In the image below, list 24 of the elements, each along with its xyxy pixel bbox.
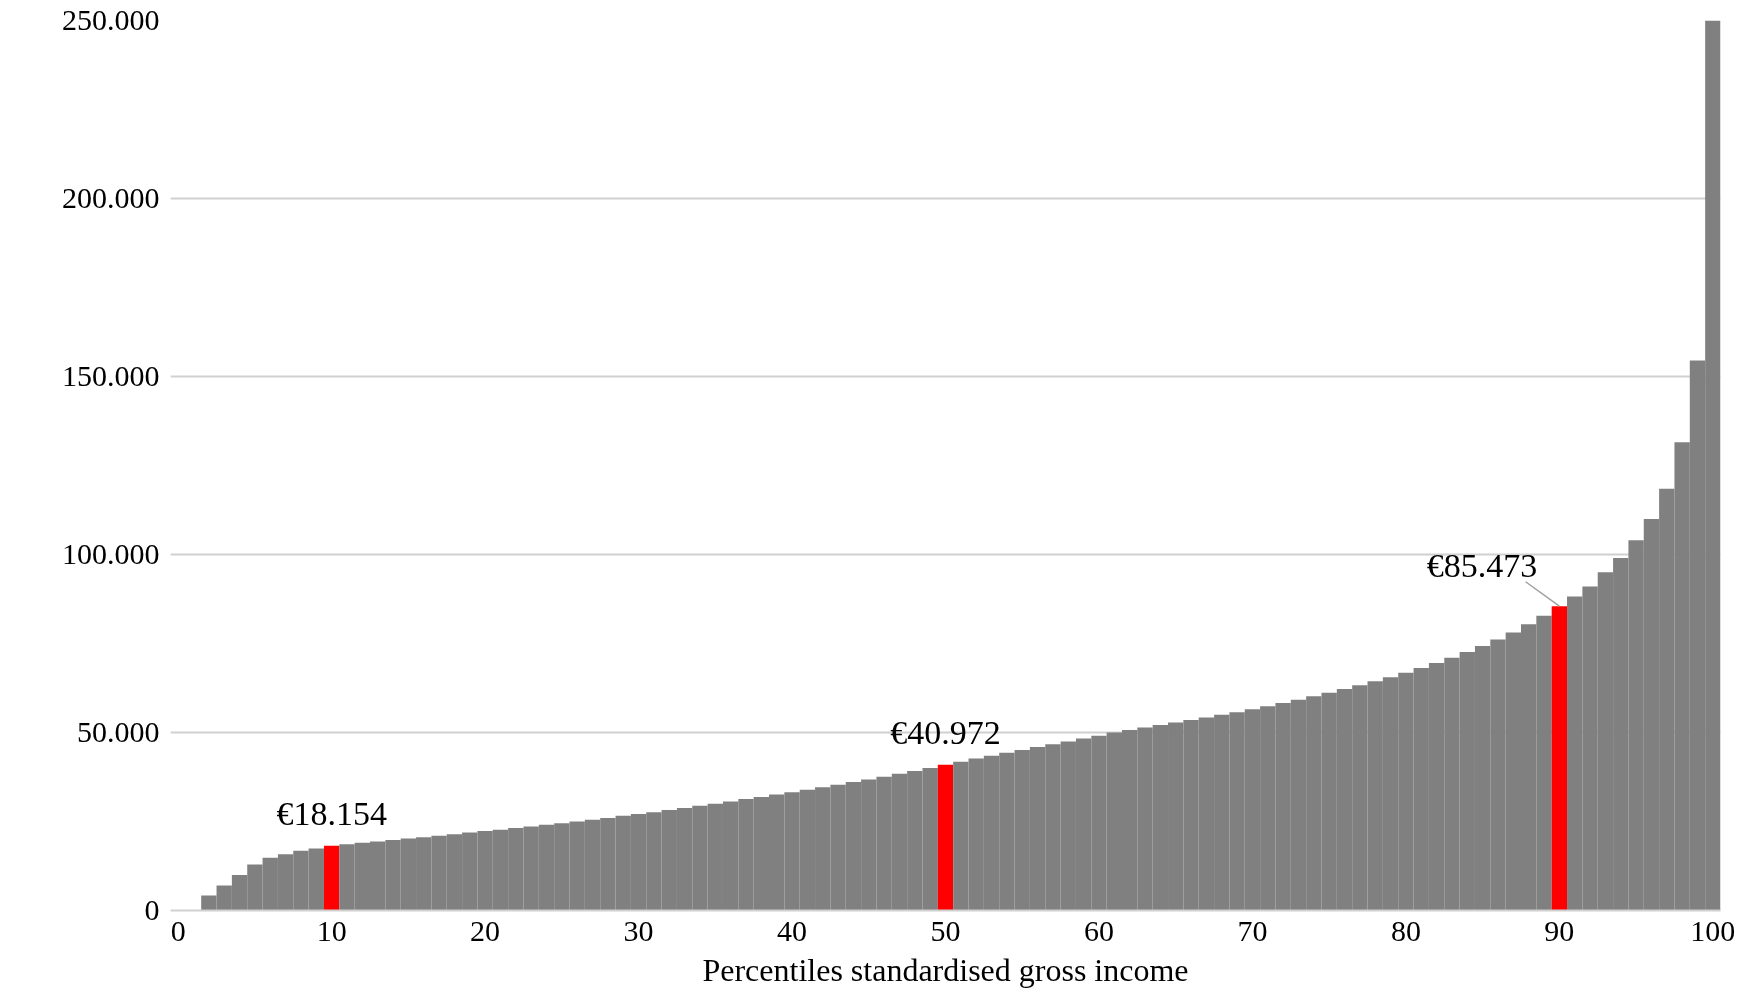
y-tick-label: 200.000 xyxy=(62,181,160,214)
bar xyxy=(937,764,954,911)
data-label: €40.972 xyxy=(890,713,1001,751)
data-label: €18.154 xyxy=(276,794,387,832)
x-tick-label: 20 xyxy=(470,913,501,947)
bar xyxy=(323,845,340,911)
x-tick-label: 80 xyxy=(1390,913,1421,947)
y-tick-label: 100.000 xyxy=(62,537,160,570)
data-label: €85.473 xyxy=(1426,547,1538,585)
x-tick-label: 100 xyxy=(1690,913,1736,947)
bar xyxy=(1551,606,1568,911)
x-axis-title: Percentiles standardised gross income xyxy=(702,951,1189,988)
y-tick-label: 150.000 xyxy=(62,359,160,392)
x-tick-label: 10 xyxy=(316,913,347,947)
y-tick-label: 0 xyxy=(144,893,160,926)
y-tick-label: 50.000 xyxy=(77,715,160,748)
x-tick-label: 60 xyxy=(1083,913,1114,947)
x-tick-label: 30 xyxy=(623,913,654,947)
x-tick-label: 0 xyxy=(170,913,186,947)
x-tick-label: 40 xyxy=(777,913,808,947)
x-tick-label: 50 xyxy=(930,913,961,947)
x-tick-label: 90 xyxy=(1544,913,1575,947)
x-tick-label: 70 xyxy=(1237,913,1268,947)
y-tick-label: 250.000 xyxy=(62,3,160,36)
